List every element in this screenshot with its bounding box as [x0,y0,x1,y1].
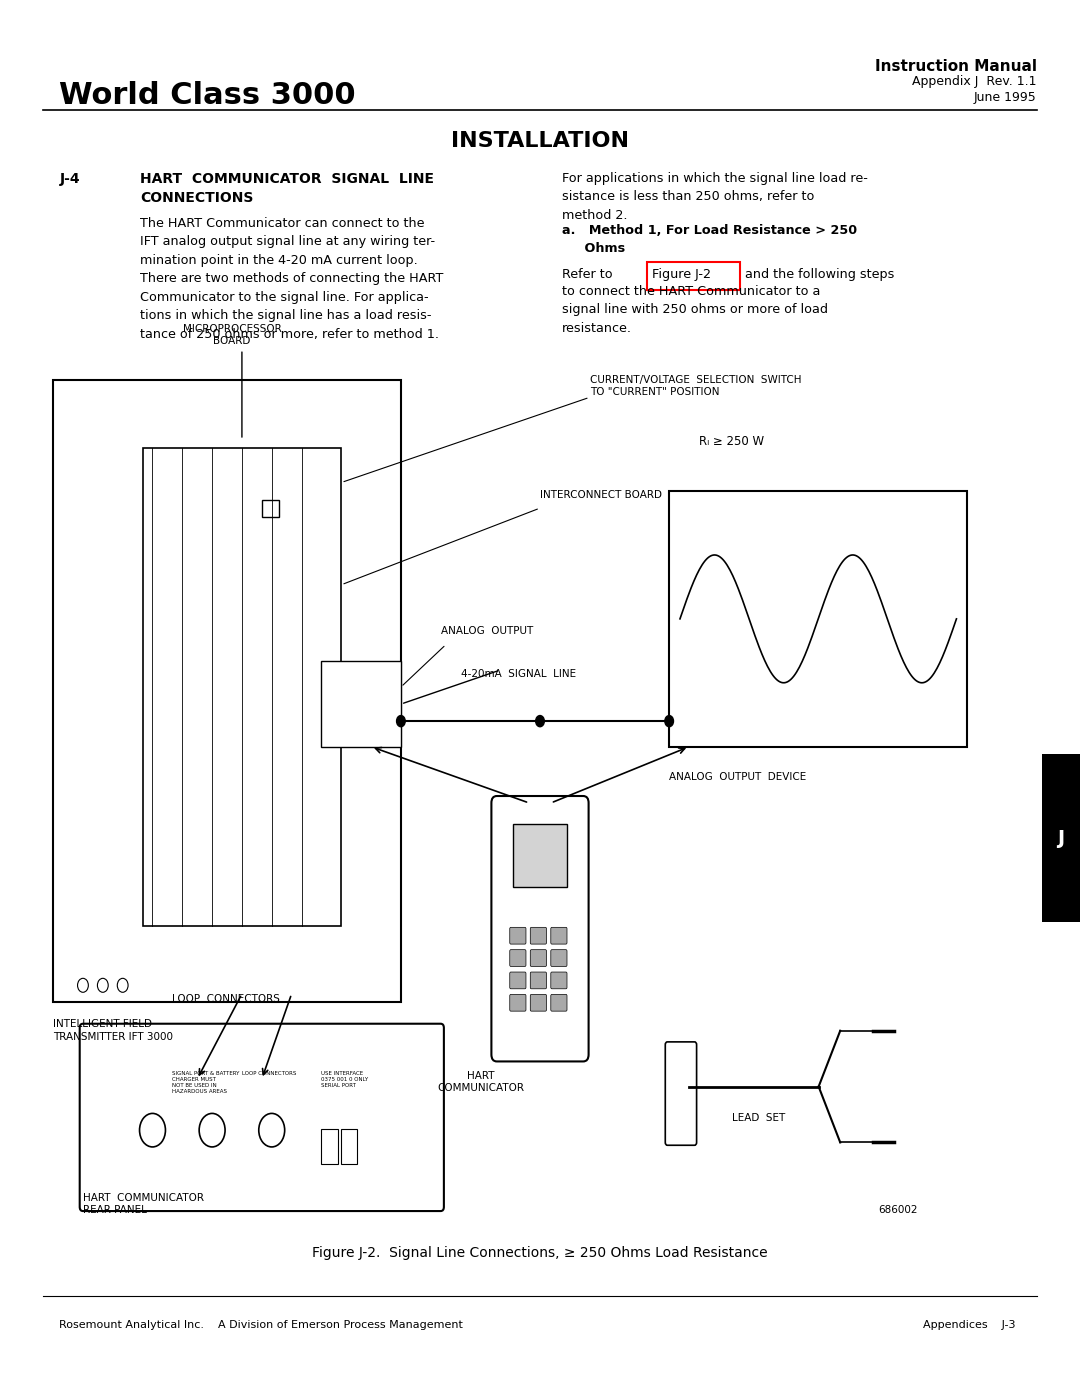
FancyBboxPatch shape [513,824,567,887]
Text: CURRENT/VOLTAGE  SELECTION  SWITCH
TO "CURRENT" POSITION: CURRENT/VOLTAGE SELECTION SWITCH TO "CUR… [590,374,801,397]
FancyBboxPatch shape [551,995,567,1011]
Text: Rosemount Analytical Inc.    A Division of Emerson Process Management: Rosemount Analytical Inc. A Division of … [59,1320,463,1330]
Text: LOOP CONNECTORS: LOOP CONNECTORS [242,1070,296,1076]
Text: SIGNAL PORT & BATTERY
CHARGER MUST
NOT BE USED IN
HAZARDOUS AREAS: SIGNAL PORT & BATTERY CHARGER MUST NOT B… [173,1070,240,1094]
FancyBboxPatch shape [510,995,526,1011]
FancyBboxPatch shape [530,995,546,1011]
FancyBboxPatch shape [530,950,546,967]
Text: MICROPROCESSOR
BOARD: MICROPROCESSOR BOARD [183,324,282,346]
Text: Figure J-2.  Signal Line Connections, ≥ 250 Ohms Load Resistance: Figure J-2. Signal Line Connections, ≥ 2… [312,1246,768,1260]
FancyBboxPatch shape [322,662,401,746]
FancyBboxPatch shape [665,1042,697,1146]
FancyBboxPatch shape [143,448,341,926]
FancyBboxPatch shape [530,928,546,944]
Text: Refer to: Refer to [562,268,612,281]
Text: a.   Method 1, For Load Resistance > 250
     Ohms: a. Method 1, For Load Resistance > 250 O… [562,224,856,256]
Circle shape [665,715,674,726]
FancyBboxPatch shape [261,500,279,517]
Text: 686002: 686002 [878,1206,918,1215]
FancyBboxPatch shape [53,380,401,1003]
FancyBboxPatch shape [491,796,589,1062]
Text: For applications in which the signal line load re-
sistance is less than 250 ohm: For applications in which the signal lin… [562,172,867,222]
Text: HART  COMMUNICATOR  SIGNAL  LINE
CONNECTIONS: HART COMMUNICATOR SIGNAL LINE CONNECTION… [140,172,434,205]
FancyBboxPatch shape [80,1024,444,1211]
FancyBboxPatch shape [510,950,526,967]
Text: ANALOG  OUTPUT: ANALOG OUTPUT [441,626,532,636]
Text: Figure J-2: Figure J-2 [652,268,712,281]
FancyBboxPatch shape [551,928,567,944]
FancyBboxPatch shape [530,972,546,989]
FancyBboxPatch shape [322,1129,338,1164]
Text: INTELLIGENT FIELD
TRANSMITTER IFT 3000: INTELLIGENT FIELD TRANSMITTER IFT 3000 [53,1020,173,1042]
Text: World Class 3000: World Class 3000 [59,81,356,110]
Circle shape [536,715,544,726]
Text: USE INTERFACE
0375 001 0 ONLY
SERIAL PORT: USE INTERFACE 0375 001 0 ONLY SERIAL POR… [322,1070,368,1088]
FancyBboxPatch shape [670,492,968,746]
Text: INTERCONNECT BOARD: INTERCONNECT BOARD [540,489,662,500]
Circle shape [396,715,405,726]
Text: and the following steps: and the following steps [745,268,894,281]
FancyBboxPatch shape [341,1129,357,1164]
Text: Appendix J  Rev. 1.1: Appendix J Rev. 1.1 [913,75,1037,88]
Text: LOOP  CONNECTORS: LOOP CONNECTORS [173,993,280,1004]
Text: HART
COMMUNICATOR: HART COMMUNICATOR [437,1070,524,1092]
Text: J-4: J-4 [59,172,80,186]
FancyBboxPatch shape [510,928,526,944]
FancyBboxPatch shape [551,972,567,989]
Text: INSTALLATION: INSTALLATION [451,131,629,151]
FancyBboxPatch shape [551,950,567,967]
Text: LEAD  SET: LEAD SET [732,1113,785,1123]
Text: Rₗ ≥ 250 W: Rₗ ≥ 250 W [699,436,765,448]
FancyBboxPatch shape [510,972,526,989]
Text: to connect the HART Communicator to a
signal line with 250 ohms or more of load
: to connect the HART Communicator to a si… [562,285,827,335]
Text: Appendices    J-3: Appendices J-3 [922,1320,1015,1330]
FancyBboxPatch shape [1042,754,1080,922]
Text: ANALOG  OUTPUT  DEVICE: ANALOG OUTPUT DEVICE [670,773,807,782]
Text: Instruction Manual: Instruction Manual [875,59,1037,74]
Text: The HART Communicator can connect to the
IFT analog output signal line at any wi: The HART Communicator can connect to the… [140,217,444,341]
Text: 4-20mA  SIGNAL  LINE: 4-20mA SIGNAL LINE [460,669,576,679]
Text: J: J [1057,828,1065,848]
Text: June 1995: June 1995 [974,91,1037,103]
Text: HART  COMMUNICATOR
REAR PANEL: HART COMMUNICATOR REAR PANEL [83,1193,204,1215]
